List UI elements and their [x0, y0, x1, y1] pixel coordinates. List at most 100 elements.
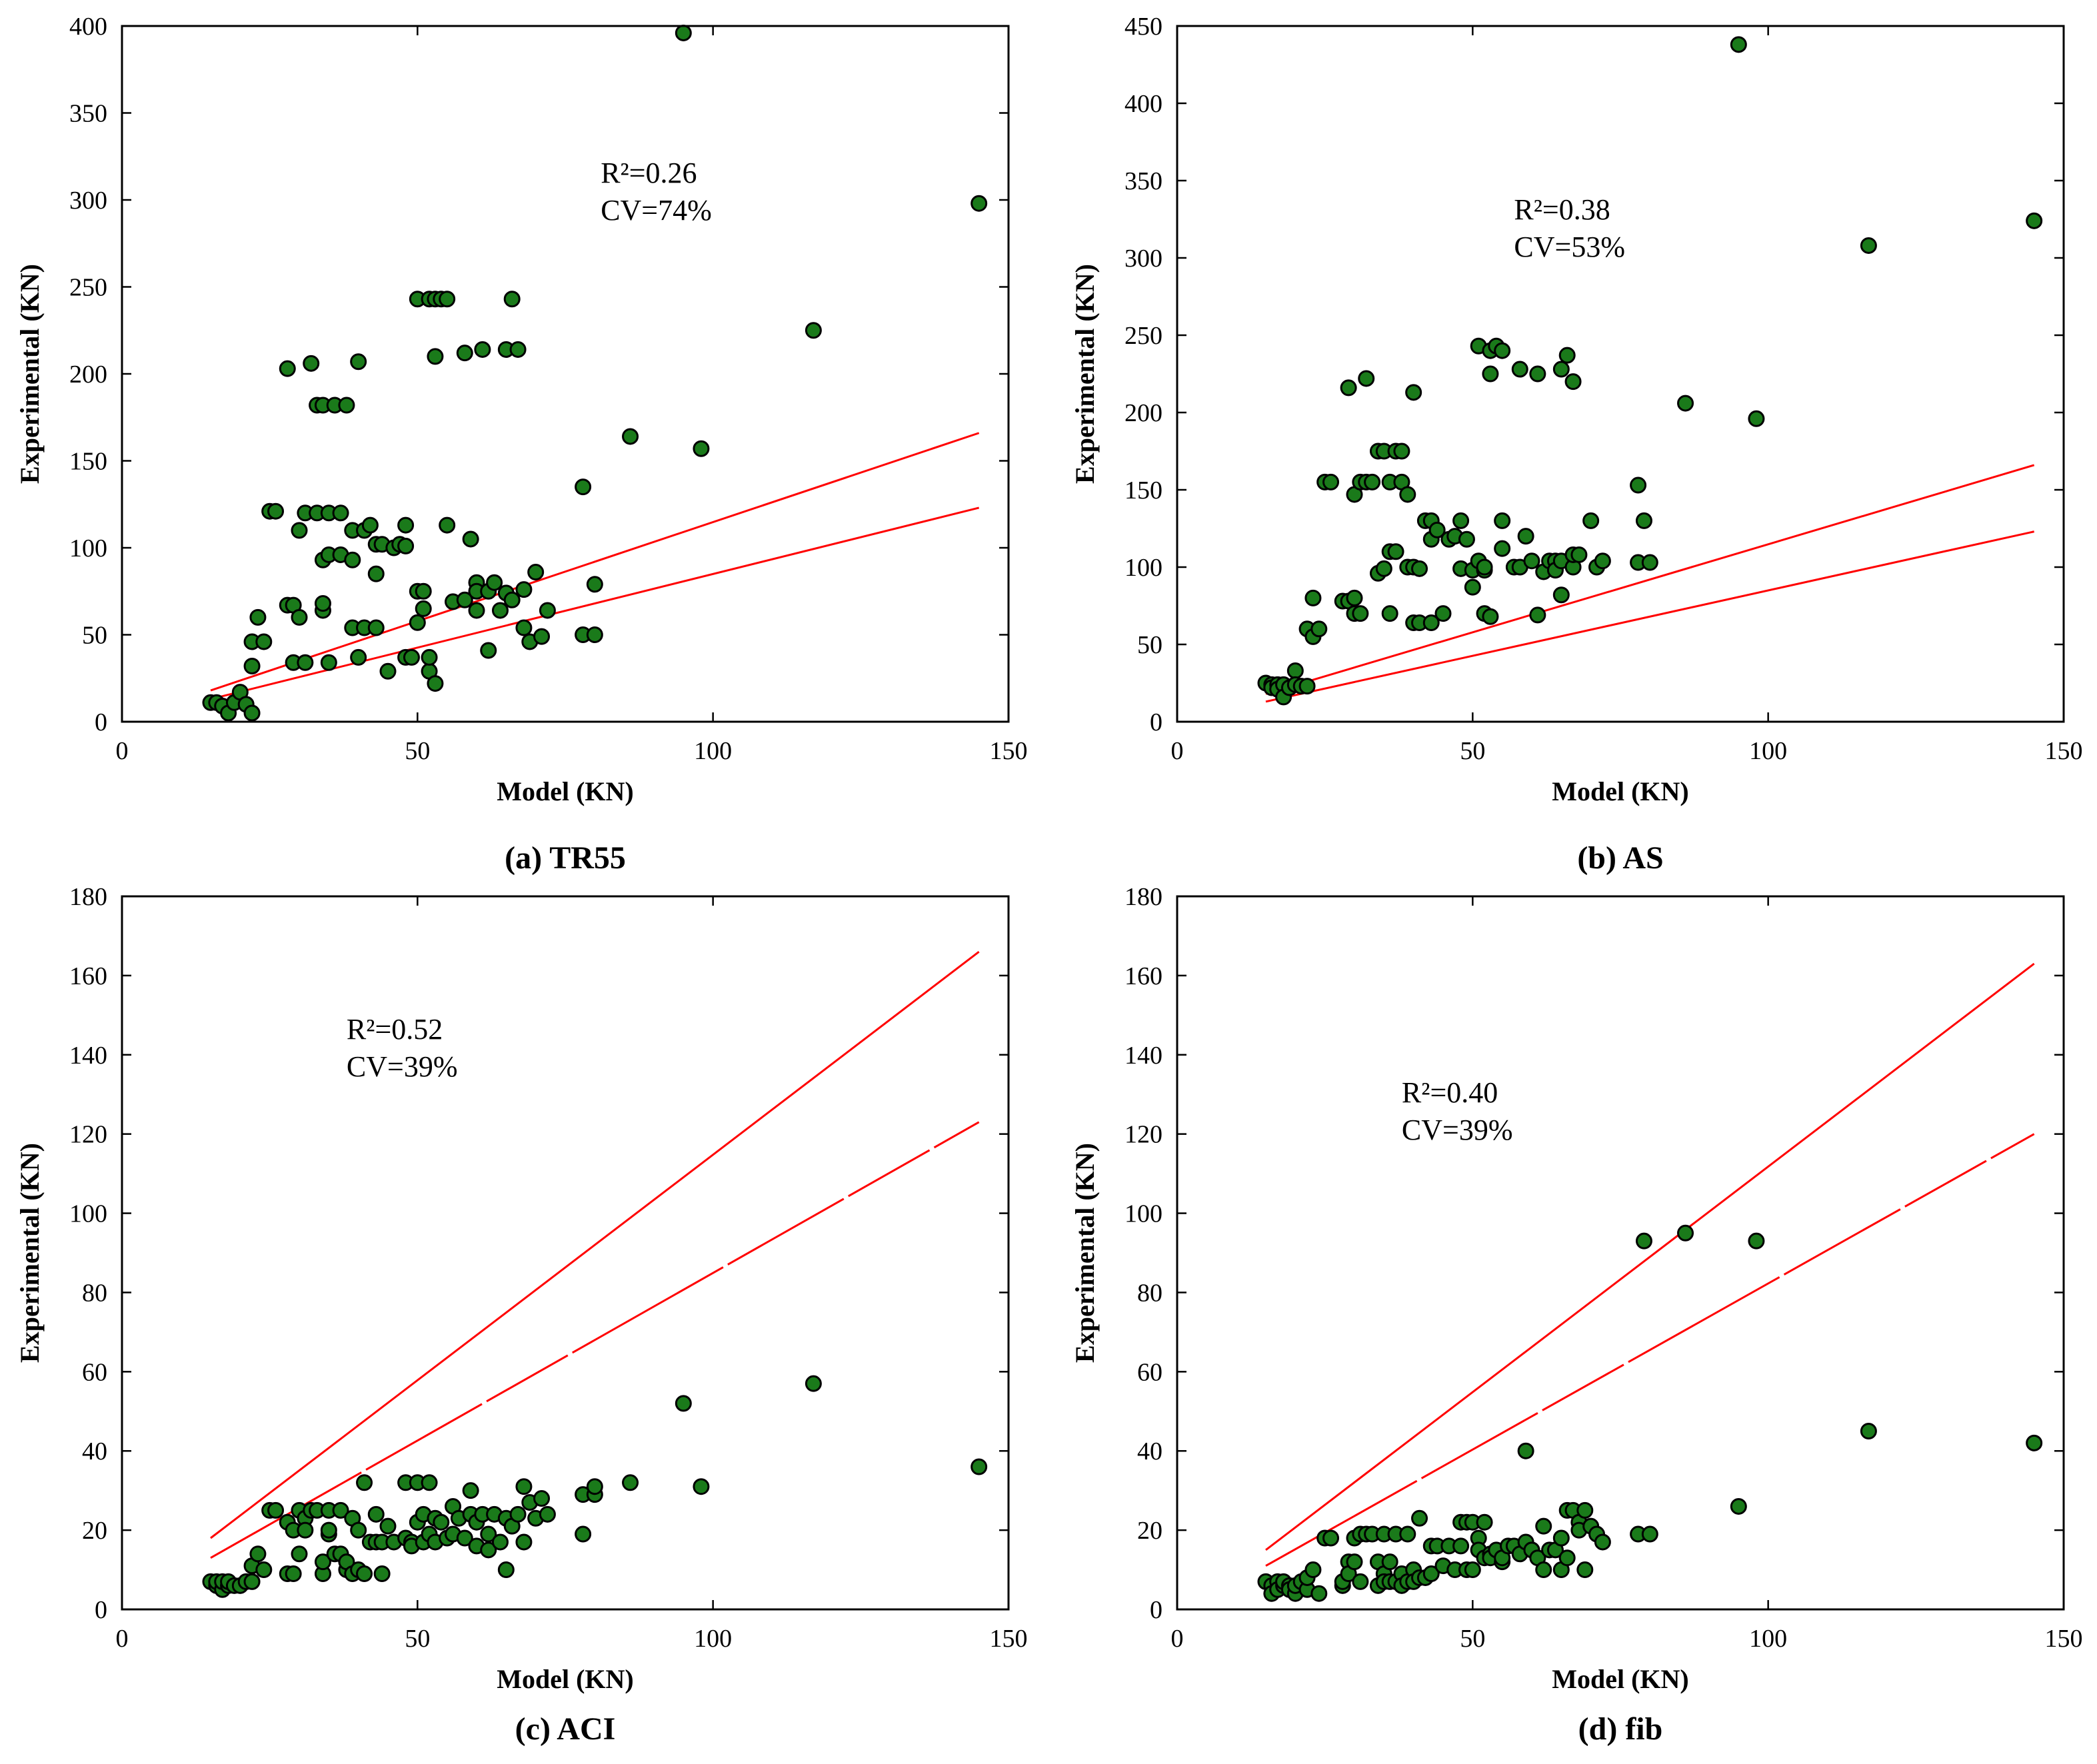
fit-line-lower [210, 1121, 980, 1559]
data-point [255, 633, 273, 650]
data-point [1322, 1529, 1340, 1547]
y-axis-label: Experimental (KN) [15, 264, 45, 484]
data-point [332, 504, 349, 522]
fit-line-lower [1265, 1133, 2035, 1567]
data-point [303, 355, 320, 372]
y-tick-label: 60 [1137, 1358, 1162, 1386]
data-point [350, 1521, 367, 1539]
y-tick-label: 250 [69, 274, 107, 302]
y-tick-label: 50 [1137, 631, 1162, 659]
y-tick-label: 120 [1124, 1121, 1162, 1149]
data-point [1529, 365, 1546, 383]
data-point [675, 24, 692, 41]
data-point [515, 1533, 533, 1551]
data-point [1748, 1232, 1765, 1250]
data-point [1340, 379, 1357, 397]
cv-annotation: CV=39% [1402, 1114, 1513, 1146]
plot-frame [121, 895, 1010, 1611]
data-point [1558, 347, 1576, 364]
panel-b-as: 0 50 100 150 0 50 100 150 200 250 300 350 400 450 Mode… [1070, 13, 2083, 876]
data-point [1304, 1561, 1322, 1579]
data-point [1748, 410, 1765, 427]
data-point [1352, 1573, 1369, 1590]
data-point [527, 564, 545, 581]
data-point [350, 353, 367, 371]
data-point [2026, 212, 2043, 229]
y-tick-label: 20 [1137, 1517, 1162, 1545]
x-axis-label: Model (KN) [1552, 1664, 1689, 1694]
data-point [1411, 1509, 1428, 1527]
data-point [1381, 1553, 1398, 1571]
data-point [243, 704, 261, 722]
data-point [291, 1545, 308, 1563]
cv-annotation: CV=74% [601, 194, 712, 227]
y-tick-label: 400 [1124, 90, 1162, 118]
x-tick-label: 100 [694, 737, 732, 765]
data-point [1482, 365, 1499, 383]
panel-d-fib: 0 50 100 150 0 20 40 60 80 100 120 140 160 180 Model (… [1070, 883, 2083, 1747]
data-point [1677, 395, 1694, 412]
data-point [480, 642, 497, 659]
data-point [1517, 1442, 1534, 1459]
data-point [1364, 473, 1381, 490]
data-point [367, 565, 385, 582]
data-point [314, 595, 331, 612]
data-point [421, 1474, 438, 1491]
data-point [427, 675, 444, 692]
data-point [379, 662, 397, 680]
data-point [1494, 342, 1511, 359]
data-point [338, 397, 355, 414]
data-point [1428, 521, 1446, 538]
r-squared-annotation: R²=0.26 [601, 157, 697, 189]
data-point [1576, 1561, 1594, 1579]
x-tick-label: 100 [1749, 1625, 1787, 1653]
data-point [255, 1561, 273, 1579]
data-point [356, 1474, 373, 1491]
data-point [320, 654, 337, 671]
data-point [1346, 589, 1363, 606]
data-point [1576, 1501, 1594, 1519]
fit-line-upper [210, 951, 980, 1539]
data-point [1286, 662, 1304, 679]
y-tick-label: 100 [69, 534, 107, 562]
data-point [373, 1565, 391, 1582]
y-tick-label: 20 [82, 1517, 107, 1545]
data-point [1411, 560, 1428, 577]
x-tick-label: 0 [116, 1625, 129, 1653]
data-point [456, 1529, 473, 1547]
data-point [456, 345, 473, 362]
data-point [1434, 605, 1452, 622]
x-tick-label: 0 [1171, 737, 1184, 765]
x-tick-label: 150 [2045, 1625, 2083, 1653]
y-axis-label: Experimental (KN) [1070, 264, 1100, 484]
data-point [503, 291, 521, 308]
data-point [586, 576, 603, 593]
y-tick-label: 180 [69, 883, 107, 911]
data-point [1387, 543, 1404, 560]
r-squared-annotation: R²=0.40 [1402, 1076, 1498, 1109]
y-tick-label: 180 [1124, 883, 1162, 911]
data-point [805, 1375, 822, 1392]
data-point [344, 551, 361, 568]
data-point [1298, 678, 1316, 695]
data-point [1552, 1529, 1570, 1547]
y-axis-label: Experimental (KN) [1070, 1143, 1100, 1363]
data-point [1535, 1561, 1552, 1579]
data-point [243, 1573, 261, 1590]
data-point [693, 440, 710, 457]
x-tick-label: 150 [990, 1625, 1028, 1653]
data-point [361, 516, 379, 534]
data-point [497, 1561, 515, 1579]
data-point [1399, 486, 1416, 503]
data-point [480, 1541, 497, 1559]
data-point [462, 1482, 479, 1499]
data-point [1405, 384, 1422, 401]
data-point [474, 341, 491, 358]
panel-caption: (c) ACI [515, 1711, 616, 1747]
data-point [403, 648, 420, 666]
x-tick-label: 0 [1171, 1625, 1184, 1653]
y-tick-label: 300 [69, 187, 107, 215]
data-point [279, 360, 296, 377]
y-tick-label: 0 [1150, 1596, 1162, 1624]
